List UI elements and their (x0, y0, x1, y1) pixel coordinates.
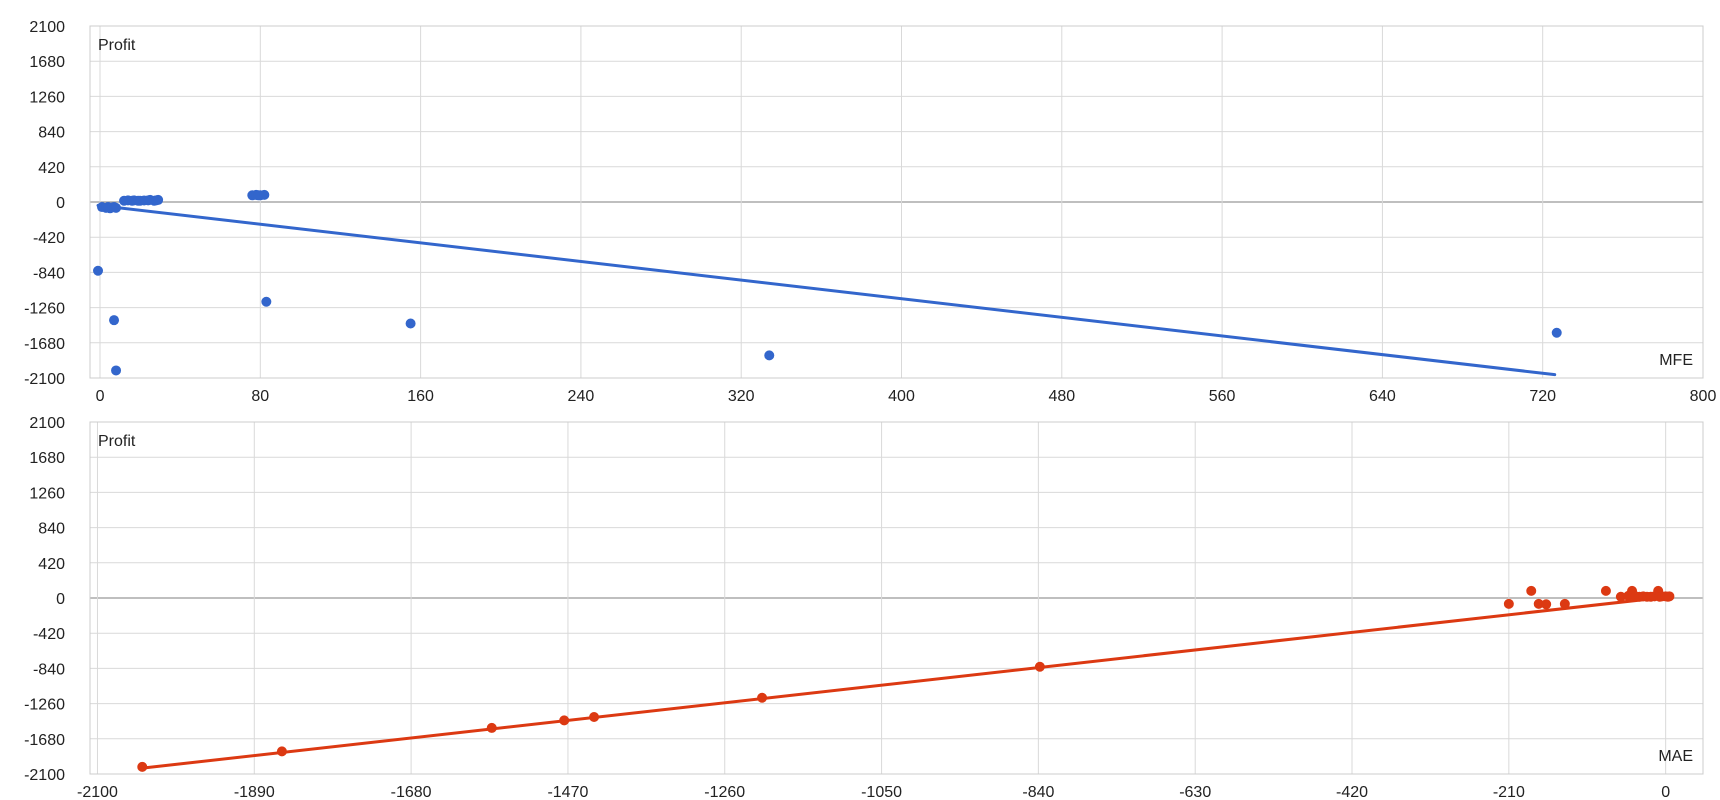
x-tick-label: -1680 (391, 784, 432, 800)
y-tick-label: 2100 (29, 415, 65, 432)
y-tick-label: -1260 (24, 697, 65, 714)
x-tick-label: 400 (888, 388, 915, 405)
y-tick-label: -2100 (24, 371, 65, 388)
data-point (1559, 598, 1570, 609)
x-tick-label: 800 (1690, 388, 1717, 405)
gridlines (89, 421, 1704, 775)
x-axis-label: MFE (1659, 352, 1693, 369)
gridlines (89, 25, 1704, 379)
y-tick-label: 840 (38, 125, 65, 142)
y-tick-label: 0 (56, 591, 65, 608)
data-point (1664, 591, 1675, 602)
x-tick-label: -630 (1179, 784, 1211, 800)
x-tick-label: -2100 (77, 784, 118, 800)
y-axis-label: Profit (98, 433, 136, 450)
data-point (1541, 599, 1552, 610)
y-tick-label: -420 (33, 230, 65, 247)
y-tick-label: -2100 (24, 767, 65, 784)
plot-frame (89, 421, 1704, 775)
mfe-profit-chart: Profit MFE 2100 1680 1260 840 420 0 -420 -840 -1… (24, 19, 1716, 405)
x-tick-label: 160 (407, 388, 434, 405)
x-tick-label: 320 (728, 388, 755, 405)
data-point (137, 761, 148, 772)
y-tick-label: -840 (33, 265, 65, 282)
y-tick-label: 1680 (29, 450, 65, 467)
x-tick-label: -1890 (234, 784, 275, 800)
data-point (764, 350, 775, 361)
data-point (1526, 585, 1537, 596)
x-tick-label: -1470 (547, 784, 588, 800)
data-point (111, 202, 122, 213)
x-tick-label: -1050 (861, 784, 902, 800)
y-axis-label: Profit (98, 37, 136, 54)
y-tick-label: 840 (38, 521, 65, 538)
trendline (96, 203, 1557, 377)
y-tick-label: 420 (38, 556, 65, 573)
y-tick-label: 1260 (29, 89, 65, 106)
data-point (589, 712, 600, 723)
y-tick-label: 0 (56, 195, 65, 212)
plot-frame (89, 25, 1704, 379)
data-point (405, 318, 416, 329)
x-tick-label: -210 (1493, 784, 1525, 800)
x-tick-label: 0 (96, 388, 105, 405)
data-point (1034, 661, 1045, 672)
x-tick-label: -840 (1022, 784, 1054, 800)
data-point (1600, 585, 1611, 596)
y-tick-label: -1680 (24, 732, 65, 749)
mae-profit-chart: Profit MAE 2100 1680 1260 840 420 0 -420 -840 -1… (24, 415, 1704, 800)
x-tick-label: 560 (1209, 388, 1236, 405)
y-tick-label: -1680 (24, 336, 65, 353)
x-tick-label: 80 (251, 388, 269, 405)
data-point (153, 194, 164, 205)
y-tick-label: 1260 (29, 485, 65, 502)
trendline (140, 595, 1668, 770)
y-tick-label: 1680 (29, 54, 65, 71)
x-tick-label: 480 (1048, 388, 1075, 405)
data-point (93, 265, 104, 276)
x-tick-label: 720 (1529, 388, 1556, 405)
y-tick-label: -1260 (24, 301, 65, 318)
y-tick-label: -420 (33, 626, 65, 643)
data-point (757, 692, 768, 703)
x-tick-label: 640 (1369, 388, 1396, 405)
data-point (261, 296, 272, 307)
data-point (1533, 598, 1544, 609)
data-point (259, 189, 270, 200)
data-point (559, 715, 570, 726)
x-tick-label: 0 (1661, 784, 1670, 800)
x-tick-label: 240 (568, 388, 595, 405)
data-point (1503, 598, 1514, 609)
data-point (1615, 591, 1626, 602)
data-point (276, 746, 287, 757)
data-point (1551, 327, 1562, 338)
y-tick-label: 2100 (29, 19, 65, 36)
x-tick-label: -1260 (704, 784, 745, 800)
data-point (109, 315, 120, 326)
data-point (486, 722, 497, 733)
y-tick-label: 420 (38, 160, 65, 177)
x-tick-label: -420 (1336, 784, 1368, 800)
x-axis-label: MAE (1658, 748, 1693, 765)
data-point (111, 365, 122, 376)
y-tick-label: -840 (33, 661, 65, 678)
